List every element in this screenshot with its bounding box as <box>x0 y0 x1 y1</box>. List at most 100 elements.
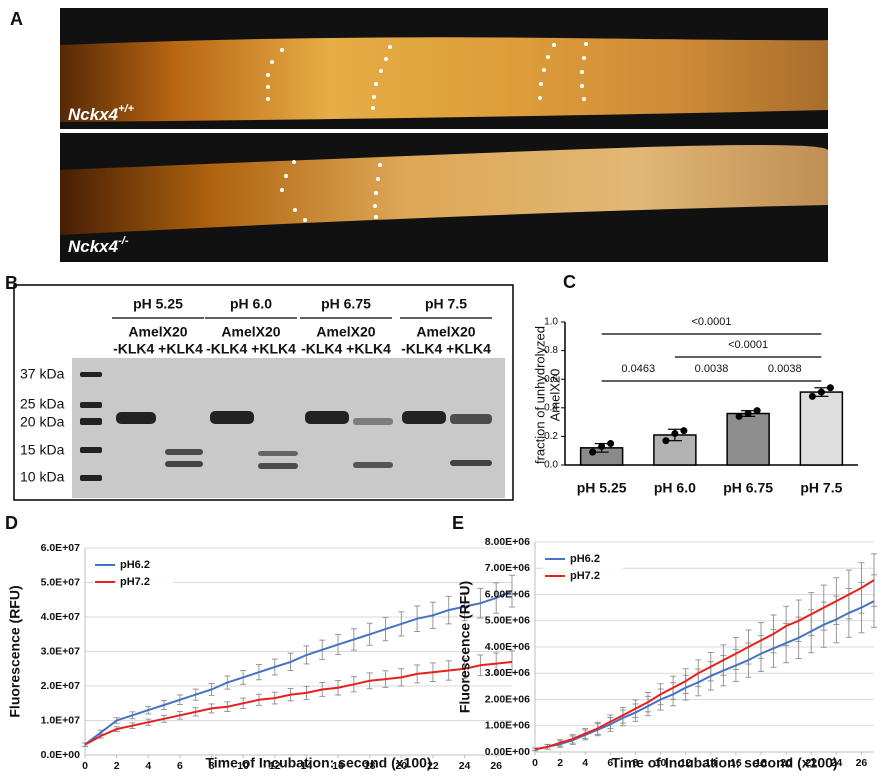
panel-label: E <box>452 513 464 533</box>
x-tick-label: 14 <box>301 760 313 772</box>
x-tick-label: 10 <box>655 757 667 769</box>
marker-label: 25 kDa <box>20 396 65 412</box>
y-tick-label: 3.0E+07 <box>41 645 81 657</box>
x-axis-label: Time of Incubation: second (x100) <box>611 755 837 771</box>
genotype-superscript: +/+ <box>118 103 134 115</box>
ph-label: pH 6.75 <box>321 296 371 312</box>
y-tick-label: 5.0E+07 <box>41 576 81 588</box>
x-tick-label: 0 <box>82 760 88 772</box>
x-axis-label: Time of Incubation: second (x100) <box>205 755 431 771</box>
legend-label: pH6.2 <box>570 553 600 565</box>
x-tick-label: 18 <box>364 760 376 772</box>
dotted-boundaries <box>266 42 588 222</box>
x-tick-label: 2 <box>557 757 563 769</box>
x-tick-label: 24 <box>459 760 471 772</box>
x-tick-label: 8 <box>633 757 639 769</box>
x-tick-label: 6 <box>607 757 613 769</box>
x-tick-label: 12 <box>680 757 692 769</box>
x-tick-label: 26 <box>856 757 868 769</box>
y-tick-label: 0.0 <box>544 460 558 471</box>
legend-label: pH7.2 <box>570 570 600 582</box>
y-tick-label: 1.0 <box>544 317 558 328</box>
gene-name: Nckx4 <box>68 237 119 256</box>
panel-label: D <box>5 513 18 533</box>
x-tick-label: 6 <box>177 760 183 772</box>
y-tick-label: 2.00E+06 <box>485 693 530 705</box>
data-point <box>744 410 752 418</box>
y-tick-label: 0.8 <box>544 345 558 356</box>
x-tick-label: 12 <box>269 760 281 772</box>
x-tick-label: 22 <box>427 760 439 772</box>
gel-bands <box>80 372 492 481</box>
x-tick-label: pH 6.0 <box>654 480 696 496</box>
y-tick-label: 3.00E+06 <box>485 667 530 679</box>
y-tick-label: 4.0E+07 <box>41 611 81 623</box>
x-tick-label: 20 <box>780 757 792 769</box>
y-tick-label: 2.0E+07 <box>41 680 81 692</box>
x-tick-label: 8 <box>209 760 215 772</box>
marker-label: 15 kDa <box>20 442 65 458</box>
separator <box>60 129 828 133</box>
data-point <box>735 412 743 420</box>
legend-label: pH6.2 <box>120 559 150 571</box>
x-tick-label: 24 <box>830 757 842 769</box>
y-tick-label: 0.4 <box>544 402 558 413</box>
y-axis-label: AmelX20 <box>547 369 562 422</box>
y-axis-label: Fluorescence (RFU) <box>457 581 473 713</box>
incisor-bottom <box>60 145 828 235</box>
panel-label: B <box>5 273 18 293</box>
x-tick-label: 26 <box>490 760 502 772</box>
y-tick-label: 0.0E+00 <box>41 749 81 761</box>
lane-label: -KLK4 +KLK4 <box>401 341 491 357</box>
panel-label: A <box>10 9 23 29</box>
ph-label: pH 6.0 <box>230 296 272 312</box>
data-point <box>662 437 670 445</box>
gel <box>72 358 505 498</box>
x-tick-label: 16 <box>730 757 742 769</box>
marker-label: 37 kDa <box>20 366 65 382</box>
gene-name: Nckx4 <box>68 105 119 124</box>
data-point <box>680 427 688 435</box>
marker-label: 10 kDa <box>20 469 65 485</box>
data-point <box>589 448 597 456</box>
panel-label: C <box>563 272 576 292</box>
micrograph <box>60 8 828 262</box>
x-tick-label: 16 <box>332 760 344 772</box>
significance-label: 0.0463 <box>621 363 655 375</box>
data-point <box>817 388 825 396</box>
bar <box>726 412 770 466</box>
x-tick-label: 2 <box>114 760 120 772</box>
y-tick-label: 0.6 <box>544 374 558 385</box>
x-tick-label: 0 <box>532 757 538 769</box>
data-point <box>808 392 816 400</box>
y-tick-label: 5.00E+06 <box>485 615 530 627</box>
legend-label: pH7.2 <box>120 576 150 588</box>
y-tick-label: 7.00E+06 <box>485 562 530 574</box>
gel-background <box>72 358 505 498</box>
lane-label: -KLK4 +KLK4 <box>301 341 391 357</box>
gel-frame <box>13 284 514 501</box>
data-point <box>598 442 606 450</box>
series-line <box>534 600 875 751</box>
legend-box <box>93 554 173 592</box>
y-tick-label: 6.0E+07 <box>41 542 81 554</box>
significance-label: <0.0001 <box>728 339 768 351</box>
y-tick-label: 8.00E+06 <box>485 536 530 548</box>
x-tick-label: pH 6.75 <box>723 480 773 496</box>
bar <box>799 391 844 466</box>
protein-label: AmelX20 <box>221 324 280 340</box>
lane-label: -KLK4 +KLK4 <box>206 341 296 357</box>
y-tick-label: 1.00E+06 <box>485 720 530 732</box>
x-tick-label: 14 <box>705 757 717 769</box>
y-axis-label: Fluorescence (RFU) <box>7 585 23 717</box>
y-axis-label: fraction of unhydrolyzed <box>532 326 547 464</box>
data-point <box>671 430 679 438</box>
significance-label: 0.0038 <box>768 363 802 375</box>
y-tick-label: 0.00E+00 <box>485 746 530 758</box>
x-tick-label: 22 <box>805 757 817 769</box>
series-line <box>534 579 875 751</box>
x-tick-label: pH 5.25 <box>577 480 627 496</box>
ph-label: pH 5.25 <box>133 296 183 312</box>
significance-label: <0.0001 <box>691 316 731 328</box>
